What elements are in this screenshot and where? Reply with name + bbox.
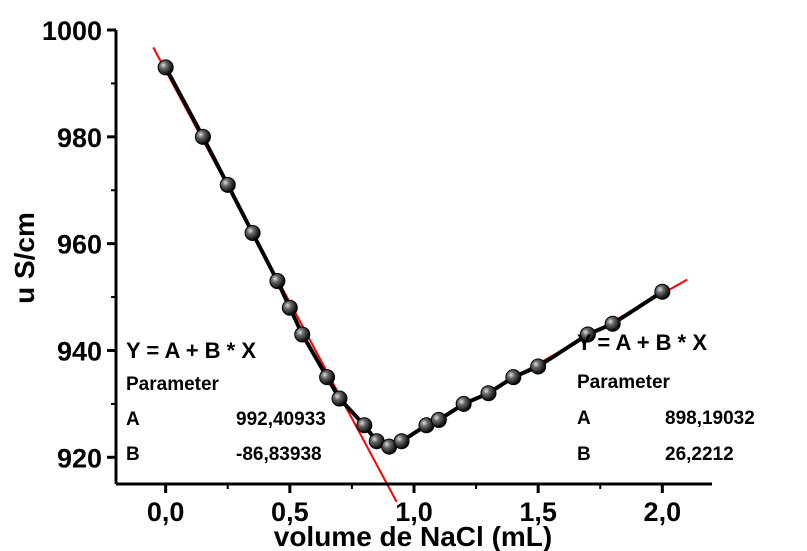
y-axis-title: u S/cm	[9, 212, 40, 304]
y-tick-label: 1000	[42, 16, 102, 46]
fit-left-a-value: 992,40933	[236, 409, 326, 430]
fit-left-b-value: -86,83938	[236, 444, 322, 465]
x-tick-label: 0,0	[147, 497, 185, 527]
data-point	[530, 358, 547, 375]
x-axis-title: volume de NaCl (mL)	[274, 521, 552, 551]
data-point	[194, 128, 211, 145]
fit-left-b-label: B	[126, 444, 140, 465]
y-tick-label: 920	[57, 443, 102, 473]
x-tick-label: 2,0	[644, 497, 682, 527]
fit-left-equation: Y = A + B * X	[126, 338, 256, 363]
axes	[114, 30, 712, 486]
data-point	[480, 385, 497, 402]
data-point	[579, 326, 596, 343]
data-point	[393, 433, 410, 450]
fit-right-a-value: 898,19032	[665, 408, 755, 429]
fit-left-parameter-label: Parameter	[126, 374, 220, 395]
data-point	[244, 224, 261, 241]
data-point	[269, 273, 286, 290]
fit-annotation-left: Y = A + B * X Parameter A 992,40933 B -8…	[126, 338, 326, 465]
fit-right-a-label: A	[577, 408, 591, 429]
fit-right-b-value: 26,2212	[665, 444, 734, 465]
data-point	[281, 299, 298, 316]
data-points	[157, 59, 671, 455]
y-ticks: 920 940 960 980 1000	[42, 16, 116, 473]
x-tick-label: 0,5	[271, 497, 309, 527]
data-point	[219, 176, 236, 193]
data-point	[157, 59, 174, 76]
data-point	[356, 417, 373, 434]
fit-annotation-right: Y = A + B * X Parameter A 898,19032 B 26…	[577, 330, 755, 465]
data-point	[654, 283, 671, 300]
fit-right-b-label: B	[577, 444, 591, 465]
data-point	[430, 411, 447, 428]
data-point	[604, 315, 621, 332]
fit-right-equation: Y = A + B * X	[577, 330, 707, 355]
y-tick-label: 940	[57, 336, 102, 366]
x-ticks: 0,0 0,5 1,0 1,5 2,0	[147, 484, 681, 527]
data-point	[294, 326, 311, 343]
fit-lines	[152, 46, 688, 503]
data-point	[455, 395, 472, 412]
fit-left-a-label: A	[126, 409, 140, 430]
x-tick-label: 1,0	[395, 497, 433, 527]
data-point	[319, 369, 336, 386]
fit-right-parameter-label: Parameter	[577, 372, 671, 393]
y-tick-label: 980	[57, 123, 102, 153]
data-point	[331, 390, 348, 407]
x-tick-label: 1,5	[519, 497, 557, 527]
y-tick-label: 960	[57, 230, 102, 260]
data-point	[505, 369, 522, 386]
